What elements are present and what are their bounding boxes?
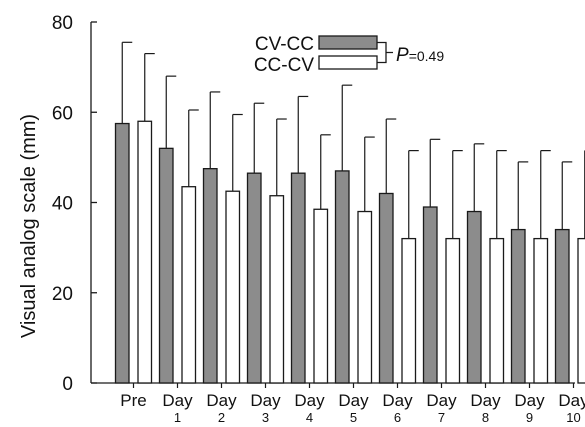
legend-label-cv-cc: CV-CC <box>255 34 314 55</box>
legend-p-value: P=0.49 <box>396 45 444 66</box>
x-tick-label: Day <box>382 391 413 410</box>
bar-cv-cc <box>380 193 394 383</box>
y-tick-labels: 0 20 40 60 80 <box>52 13 73 395</box>
bar-cc-cv <box>490 239 504 383</box>
bar-cv-cc <box>556 230 570 383</box>
legend: CV-CC CC-CV P=0.49 <box>254 34 444 76</box>
bar-cv-cc <box>204 169 218 383</box>
x-tick-sublabel: 7 <box>438 410 445 422</box>
x-tick-label: Day <box>250 391 281 410</box>
x-tick-sublabel: 4 <box>306 410 313 422</box>
x-tick-sublabel: 6 <box>394 410 401 422</box>
x-tick-sublabel: 5 <box>350 410 357 422</box>
x-tick-label: Day <box>294 391 325 410</box>
legend-p-label: P <box>396 45 409 66</box>
x-tick-label: Day <box>338 391 369 410</box>
y-axis-label: Visual analog scale (mm) <box>18 114 40 338</box>
legend-label-cc-cv: CC-CV <box>254 55 314 76</box>
x-tick-label: Day <box>162 391 193 410</box>
bar-cv-cc <box>116 124 130 383</box>
y-tick-label: 20 <box>52 284 73 305</box>
bar-cc-cv <box>534 239 548 383</box>
bar-cv-cc <box>292 173 306 383</box>
legend-p-number: =0.49 <box>409 48 445 64</box>
bar-cc-cv <box>182 187 196 383</box>
bar-cv-cc <box>468 212 482 383</box>
x-tick-label: Pre <box>120 391 146 410</box>
x-tick-sublabel: 10 <box>566 410 580 422</box>
bar-cc-cv <box>358 212 372 383</box>
x-tick-sublabel: 2 <box>218 410 225 422</box>
bar-cc-cv <box>578 239 585 383</box>
bar-cv-cc <box>424 207 438 383</box>
bar-cc-cv <box>314 209 328 383</box>
x-tick-label: Day <box>470 391 501 410</box>
y-tick-label: 40 <box>52 194 73 215</box>
x-tick-sublabel: 3 <box>262 410 269 422</box>
y-tick-label: 80 <box>52 13 73 34</box>
legend-swatch-cv-cc <box>319 36 377 49</box>
bar-cv-cc <box>512 230 526 383</box>
x-tick-label: Day <box>558 391 585 410</box>
x-tick-label: Day <box>206 391 237 410</box>
bar-cv-cc <box>248 173 262 383</box>
x-tick-sublabel: 1 <box>174 410 181 422</box>
bar-cv-cc <box>160 148 174 383</box>
bar-cc-cv <box>402 239 416 383</box>
legend-bracket <box>377 43 393 63</box>
x-tick-label: Day <box>514 391 545 410</box>
y-tick-label: 60 <box>52 103 73 124</box>
bars-group <box>116 42 585 383</box>
x-tick-label: Day <box>426 391 457 410</box>
bar-cc-cv <box>226 191 240 383</box>
bar-cc-cv <box>446 239 460 383</box>
x-tick-sublabel: 8 <box>482 410 489 422</box>
legend-swatch-cc-cv <box>319 56 377 69</box>
y-tick-label: 0 <box>62 374 73 395</box>
x-tick-sublabel: 9 <box>526 410 533 422</box>
bar-cc-cv <box>270 196 284 383</box>
bar-cc-cv <box>138 121 152 383</box>
bar-cv-cc <box>336 171 350 383</box>
